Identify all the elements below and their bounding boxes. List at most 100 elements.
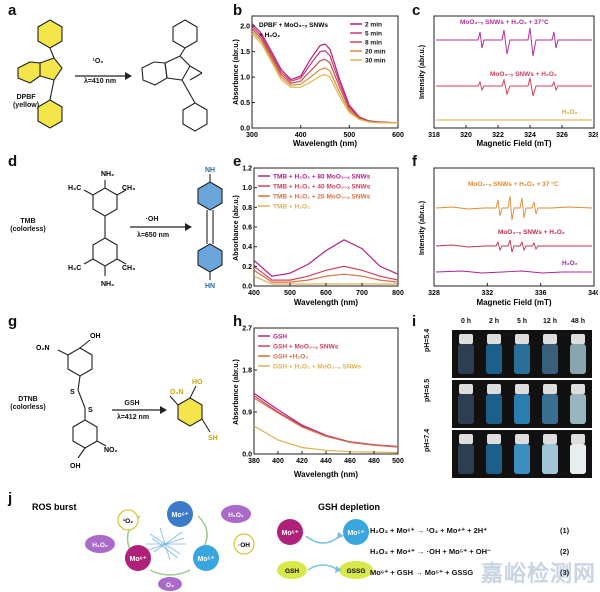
tnb-molecule [169,385,211,433]
chart-c-label-h2o2-snws: MoO₃₋ₓ SNWs + H₂O₂ [490,71,557,78]
chart-b-legend-title2: + H₂O₂ [259,32,280,39]
svg-text:NO₂: NO₂ [104,447,118,454]
series-line-1 [253,395,399,448]
chart-h-ylabel: Absorbance (abr.u.) [233,359,240,425]
chart-c: MoO₃₋ₓ SNWs + H₂O₂ + 37°C MoO₃₋ₓ SNWs + … [419,15,598,148]
y-tick-label: 0.2 [242,264,252,271]
legend-label: TMB + H₂O₂ + 80 MoO₃₋ₓ SNWs [273,174,371,181]
node-hydroxyl-label: ·OH [238,542,250,549]
chart-c-ylabel: Intensity (abr.u.) [419,45,426,99]
x-tick-label: 322 [492,132,504,139]
node-mo6-top-label: Mo⁶⁺ [171,512,188,519]
legend-label: 2 min [365,22,382,29]
y-tick-label: 1.5 [240,49,250,56]
legend-label: GSH +H₂O₂ [273,354,308,361]
chart-f-ylabel: Intensity (abr.u.) [419,201,426,255]
y-tick-label: 0.6 [242,225,252,232]
gsh-node-gsh-label: GSH [285,568,299,575]
legend-label: 30 min [365,58,386,65]
x-tick-label: 600 [320,290,332,297]
chart-f-label-37c: MoO₃₋ₓ SNWs + H₂O₂ + 37 °C [468,180,559,188]
x-tick-label: 340 [588,290,598,297]
chart-f-series-37c [435,195,593,221]
y-tick-label: 0.9 [242,410,252,417]
node-h2o2-left [85,535,115,553]
node-mo5 [193,545,219,571]
mechanism-schematic: ROS burst GSH depletion Mo⁶⁺ ¹O₂ H₂O₂ H₂… [32,501,380,591]
series-line-4 [251,33,398,124]
vial-time-label: 12 h [542,318,557,325]
gsh-node-gssg-label: GSSG [347,568,366,575]
panel-d-compound-note: (colorless) [10,226,46,233]
node-mo6-left [125,545,151,571]
node-hydroxyl [233,533,255,555]
x-tick-label: 300 [246,132,258,139]
y-tick-label: 0.5 [240,100,250,107]
x-tick-label: 600 [392,132,404,139]
legend-label: GSH [273,334,287,341]
chart-c-label-37c: MoO₃₋ₓ SNWs + H₂O₂ + 37°C [460,18,549,26]
gsh-node-mo6 [277,519,303,545]
x-tick-label: 500 [343,132,355,139]
chart-f-xlabel: Magnetic Field (mT) [476,298,551,307]
vial-cell [508,380,536,428]
chart-b-ylabel: Absorbance (abr.u.) [233,39,240,105]
vial-time-label: 2 h [488,318,500,325]
svg-text:S: S [88,407,93,414]
y-tick-label: 2.7 [242,326,252,333]
panel-letter-c: c [412,2,421,19]
chart-b: 300 400 500 600 0.0 0.5 1.0 1.5 2.0 Wavelength … [233,15,404,148]
svg-text:NH₂: NH₂ [101,171,114,178]
node-singlet-oxygen [117,509,139,531]
gsh-depletion-title: GSH depletion [318,502,380,512]
chart-c-label-h2o2: H₂O₂ [562,109,578,116]
dpbf-molecule [17,19,63,129]
svg-text:O₂N: O₂N [170,389,184,396]
chart-c-xlabel: Magnetic Field (mT) [476,139,551,148]
panel-g-condition: λ=412 nm [116,414,150,421]
vial-cell [508,430,536,478]
x-tick-label: 326 [556,132,568,139]
vial-cell [480,380,508,428]
panel-letter-g: g [8,313,18,330]
chart-f-series-h2o2-snws [435,239,592,253]
equation-3-number: (3) [560,568,570,577]
x-tick-label: 328 [588,132,598,139]
chart-f-label-h2o2: H₂O₂ [562,260,578,267]
y-tick-label: 2.0 [240,24,250,31]
x-tick-label: 336 [535,290,547,297]
svg-text:S: S [70,389,75,396]
svg-text:NH₂: NH₂ [101,281,114,288]
x-tick-label: 380 [248,458,260,465]
panel-d-condition: λ=650 nm [136,232,170,239]
series-line-1 [253,265,399,281]
dtnb-molecule [57,339,107,459]
y-tick-label: 0.0 [240,126,250,133]
vial-cell [452,380,480,428]
svg-text:HN: HN [205,283,215,290]
x-tick-label: 440 [320,458,332,465]
chart-f: MoO₃₋ₓ SNWs + H₂O₂ + 37 °C MoO₃₋ₓ SNWs +… [419,167,598,307]
x-tick-label: 318 [428,132,440,139]
svg-text:OH: OH [90,333,101,340]
x-tick-label: 500 [392,458,404,465]
x-tick-label: 480 [368,458,380,465]
panel-letter-j: j [8,490,13,507]
dtnb-reaction-diagram: S S OH O₂N OH NO₂ HO O₂N SH [36,333,218,470]
chart-e: 400 500 600 700 800 0.0 0.2 0.4 0.6 0.8 1.0 1.2 TM… [233,166,404,308]
chart-b-legend-title: DPBF + MoO₃₋ₓ SNWs [259,22,328,29]
watermark-logo: 嘉峪检测网 [480,561,596,586]
x-tick-label: 324 [524,132,536,139]
legend-label: 20 min [365,49,386,56]
legend-label: GSH + H₂O₂ + MoO₃₋ₓ SNWs [273,364,362,371]
x-tick-label: 400 [248,290,260,297]
x-tick-label: 400 [295,132,307,139]
vial-time-label: 48 h [570,318,585,325]
y-tick-label: 0.4 [242,244,252,251]
svg-text:OH: OH [70,463,81,470]
chart-h: 380 400 420 440 460 480 500 0.0 0.9 1.8 2.7 GSH GS… [233,326,404,480]
chart-b-xlabel: Wavelength (nm) [293,139,357,148]
chart-c-frame [433,15,595,129]
vial-cell [452,330,480,378]
dpbf-reaction-diagram [17,19,208,132]
